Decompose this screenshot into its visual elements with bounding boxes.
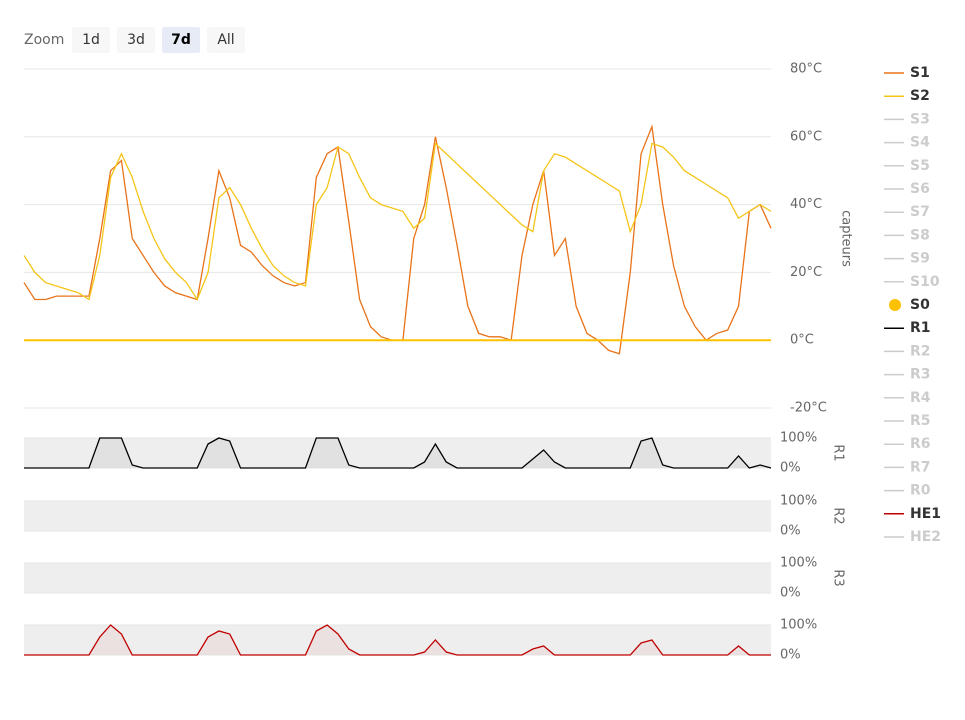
series-line <box>23 142 772 301</box>
y-tick-label: 0% <box>780 586 801 601</box>
zoom-button[interactable] <box>207 27 245 53</box>
legend-item[interactable]: R5 <box>910 413 931 429</box>
legend-item[interactable]: R6 <box>910 436 931 452</box>
y-tick-label: 40°C <box>790 197 822 212</box>
legend-item[interactable]: R1 <box>910 320 931 336</box>
legend-item[interactable]: S2 <box>910 88 930 104</box>
legend-item[interactable]: R2 <box>910 343 931 359</box>
y-tick-label: 100% <box>780 431 817 446</box>
legend-item[interactable]: HE2 <box>910 529 941 545</box>
legend-item[interactable]: S3 <box>910 111 930 127</box>
y-tick-label: -20°C <box>790 401 827 416</box>
zoom-button[interactable] <box>162 27 200 53</box>
y-tick-label: 0°C <box>790 333 814 348</box>
y-tick-label: 60°C <box>790 129 822 144</box>
legend-item[interactable]: S0 <box>910 297 930 313</box>
y-tick-label: 0% <box>780 648 801 663</box>
legend-item[interactable]: S1 <box>910 65 930 81</box>
y-axis-label: capteurs <box>839 210 854 267</box>
legend-item[interactable]: S5 <box>910 158 930 174</box>
series-line <box>23 124 772 355</box>
area-line <box>24 624 771 656</box>
legend-symbol[interactable] <box>889 299 901 311</box>
area-fill <box>24 438 771 468</box>
y-axis-label: R2 <box>831 507 846 524</box>
y-tick-label: 100% <box>780 556 817 571</box>
zoom-label: Zoom <box>24 32 64 48</box>
legend-item[interactable]: S4 <box>910 135 930 151</box>
legend-item[interactable]: S10 <box>910 274 940 290</box>
area-line <box>24 437 772 469</box>
legend-item[interactable]: S9 <box>910 251 930 267</box>
y-tick-label: 0% <box>780 524 801 539</box>
panel-background <box>24 563 771 593</box>
y-tick-label: 100% <box>780 494 817 509</box>
y-tick-label: 80°C <box>790 62 822 77</box>
y-tick-label: 0% <box>780 461 801 476</box>
zoom-button-label[interactable]: All <box>217 32 234 48</box>
zoom-button[interactable] <box>117 27 155 53</box>
y-axis-label: R1 <box>831 444 846 461</box>
legend-item[interactable]: R4 <box>910 390 931 406</box>
legend-item[interactable]: R0 <box>910 483 931 499</box>
y-tick-label: 20°C <box>790 265 822 280</box>
panel-background <box>24 625 771 655</box>
zoom-button-label[interactable]: 7d <box>171 32 191 48</box>
y-axis-label: R3 <box>831 569 846 586</box>
panel-background <box>24 501 771 531</box>
legend-item[interactable]: S7 <box>910 204 930 220</box>
legend-item[interactable]: R7 <box>910 459 931 475</box>
zoom-button[interactable] <box>72 27 110 53</box>
legend-item[interactable]: HE1 <box>910 506 941 522</box>
zoom-button-label[interactable]: 3d <box>127 32 145 48</box>
legend-item[interactable]: S6 <box>910 181 930 197</box>
zoom-button-label[interactable]: 1d <box>82 32 100 48</box>
legend-item[interactable]: S8 <box>910 227 930 243</box>
y-tick-label: 100% <box>780 618 817 633</box>
area-fill <box>24 625 771 655</box>
legend-item[interactable]: R3 <box>910 367 931 383</box>
panel-background <box>24 438 771 468</box>
